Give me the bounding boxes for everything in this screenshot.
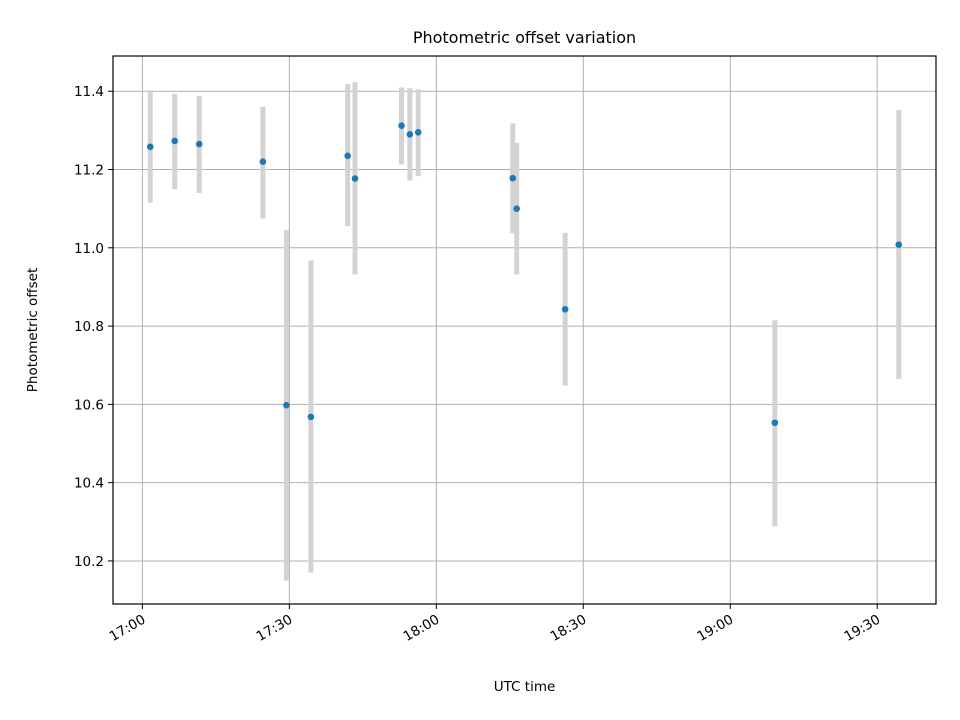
y-tick-label: 11.0 <box>74 241 104 257</box>
data-point <box>406 130 414 138</box>
data-points <box>146 122 903 427</box>
data-point <box>283 401 290 409</box>
data-point <box>259 158 267 165</box>
data-point <box>171 137 179 145</box>
data-point <box>895 241 903 248</box>
data-point <box>398 122 405 129</box>
y-axis: 10.2 10.4 10.6 10.8 11.0 11.2 11.4 <box>74 84 113 570</box>
y-tick-label: 11.2 <box>74 163 104 179</box>
y-tick-label: 11.4 <box>74 84 104 100</box>
data-point <box>351 175 359 182</box>
data-point <box>513 205 520 212</box>
x-axis-label: UTC time <box>494 679 556 695</box>
y-tick-label: 10.2 <box>74 554 104 570</box>
data-point <box>307 413 315 421</box>
grid <box>113 56 936 604</box>
plot-frame <box>112 55 937 605</box>
data-point <box>344 152 351 160</box>
data-point <box>509 174 517 182</box>
data-point <box>771 419 779 427</box>
y-tick-label: 10.8 <box>74 319 104 335</box>
data-point <box>195 140 203 148</box>
y-axis-label: Photometric offset <box>25 268 41 392</box>
data-point <box>561 305 569 313</box>
y-tick-label: 10.4 <box>74 476 104 492</box>
chart-title: Photometric offset variation <box>413 28 636 47</box>
data-point <box>146 143 154 151</box>
data-point <box>414 129 422 136</box>
y-tick-label: 10.6 <box>74 397 104 413</box>
